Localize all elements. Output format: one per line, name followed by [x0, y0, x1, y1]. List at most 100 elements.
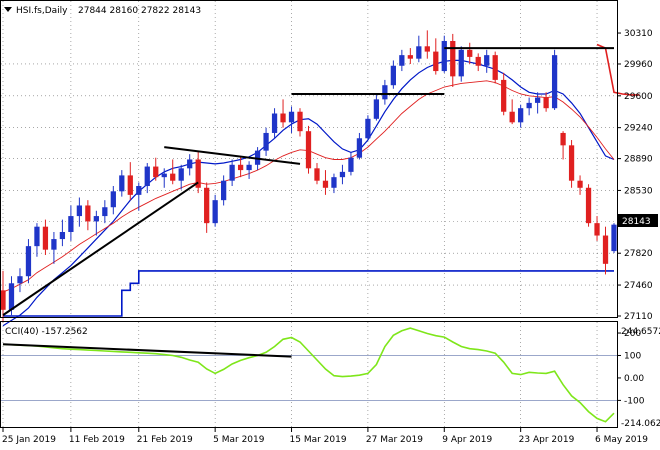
candle-body — [297, 111, 303, 132]
candle-body — [450, 40, 456, 77]
candle-body — [136, 186, 142, 195]
y-tick-label: 29960 — [624, 60, 653, 70]
y-tick-label: 27460 — [624, 281, 653, 291]
candle-body — [178, 168, 184, 181]
candle-body — [144, 166, 150, 187]
candle-body — [204, 187, 210, 224]
candle-body — [17, 276, 23, 284]
candle-body — [42, 226, 49, 250]
uptrend-trendline — [2, 181, 199, 316]
cci-y-tick-label: 200 — [624, 329, 641, 339]
candle-body — [314, 168, 320, 181]
candle-body — [170, 173, 176, 181]
cci-indicator — [1, 327, 617, 423]
x-tick-label: 5 Mar 2019 — [213, 435, 265, 445]
cci-bottom-value: -214.0623 — [621, 419, 660, 429]
y-tick-label: 28530 — [624, 186, 653, 196]
candle-body — [407, 55, 413, 59]
candle-body — [221, 180, 227, 201]
candle-body — [518, 108, 524, 123]
price-tag-box — [618, 214, 658, 227]
y-tick-label: 29600 — [624, 92, 653, 102]
x-tick-label: 21 Feb 2019 — [137, 435, 193, 445]
price-tag: 28143 — [622, 217, 651, 227]
candle-body — [331, 177, 337, 188]
candle-body — [25, 246, 32, 277]
candle-body — [577, 180, 583, 188]
candle-body — [119, 175, 125, 192]
candle-body — [458, 49, 464, 77]
x-tick-label: 11 Feb 2019 — [69, 435, 125, 445]
symbol-label: HSI.fs,Daily — [16, 6, 68, 16]
candles — [0, 30, 617, 323]
x-tick-label: 9 Apr 2019 — [442, 435, 492, 445]
candle-body — [93, 216, 99, 222]
trendlines — [2, 47, 614, 316]
main-panel-frame — [0, 0, 618, 318]
candle-body — [237, 164, 244, 171]
candle-body — [34, 226, 40, 247]
cci-y-tick-label: 100 — [624, 351, 641, 361]
cci-y-tick-label: 0.00 — [624, 374, 644, 384]
candle-body — [195, 159, 201, 188]
candle-body — [560, 132, 566, 146]
candle-body — [288, 111, 295, 123]
candle-body — [127, 175, 133, 195]
upper-band-line — [2, 59, 615, 327]
y-tick-label: 29240 — [624, 124, 653, 134]
candle-body — [229, 164, 235, 181]
cci-label: CCI(40) -157.2562 — [5, 327, 88, 337]
candle-body — [594, 223, 600, 236]
x-tick-label: 27 Mar 2019 — [366, 435, 423, 445]
candle-body — [475, 56, 481, 66]
wedge-trendline — [164, 146, 301, 165]
candle-body — [585, 187, 592, 224]
cci-divergence-line — [2, 343, 292, 358]
candle-body — [484, 55, 490, 66]
candle-body — [59, 231, 66, 240]
cci-panel-frame — [0, 321, 618, 428]
candle-body — [246, 164, 252, 171]
candle-body — [271, 113, 278, 133]
x-tick-label: 6 May 2019 — [595, 435, 648, 445]
candle-body — [441, 40, 447, 72]
candle-body — [339, 171, 346, 178]
candle-body — [611, 224, 617, 252]
candle-body — [526, 102, 532, 109]
candle-body — [399, 55, 405, 66]
candle-body — [110, 191, 116, 208]
candle-body — [424, 46, 430, 52]
candle-body — [8, 283, 15, 310]
y-tick-label: 28890 — [624, 155, 653, 165]
candle-body — [543, 97, 549, 109]
candle-body — [467, 49, 473, 57]
candle-body — [602, 235, 609, 264]
candle-body — [492, 55, 498, 80]
y-tick-label: 27820 — [624, 249, 653, 259]
candle-body — [568, 145, 575, 181]
candle-body — [551, 55, 558, 109]
candle-body — [305, 131, 312, 169]
x-tick-label: 25 Jan 2019 — [2, 435, 56, 445]
x-tick-label: 23 Apr 2019 — [519, 435, 575, 445]
y-tick-label: 27110 — [624, 312, 653, 322]
candle-body — [322, 180, 329, 188]
candle-body — [153, 166, 159, 178]
cci-y-tick-label: -100 — [624, 396, 645, 406]
candle-body — [416, 46, 422, 59]
candle-body — [85, 205, 91, 222]
candle-body — [161, 173, 167, 178]
candle-body — [348, 157, 354, 172]
lower-step-band — [3, 270, 614, 317]
candle-body — [356, 138, 363, 158]
cci-line — [2, 327, 615, 423]
cci-top-value: 244.6572 — [621, 327, 660, 337]
x-tick-label: 15 Mar 2019 — [290, 435, 347, 445]
candle-body — [373, 99, 380, 119]
candle-body — [102, 207, 108, 217]
axes: 3031029960296002924028890285302818027820… — [2, 29, 653, 445]
candle-body — [382, 85, 388, 100]
candle-body — [263, 132, 269, 151]
candle-body — [76, 205, 83, 217]
triangle-down-icon[interactable] — [4, 7, 12, 12]
